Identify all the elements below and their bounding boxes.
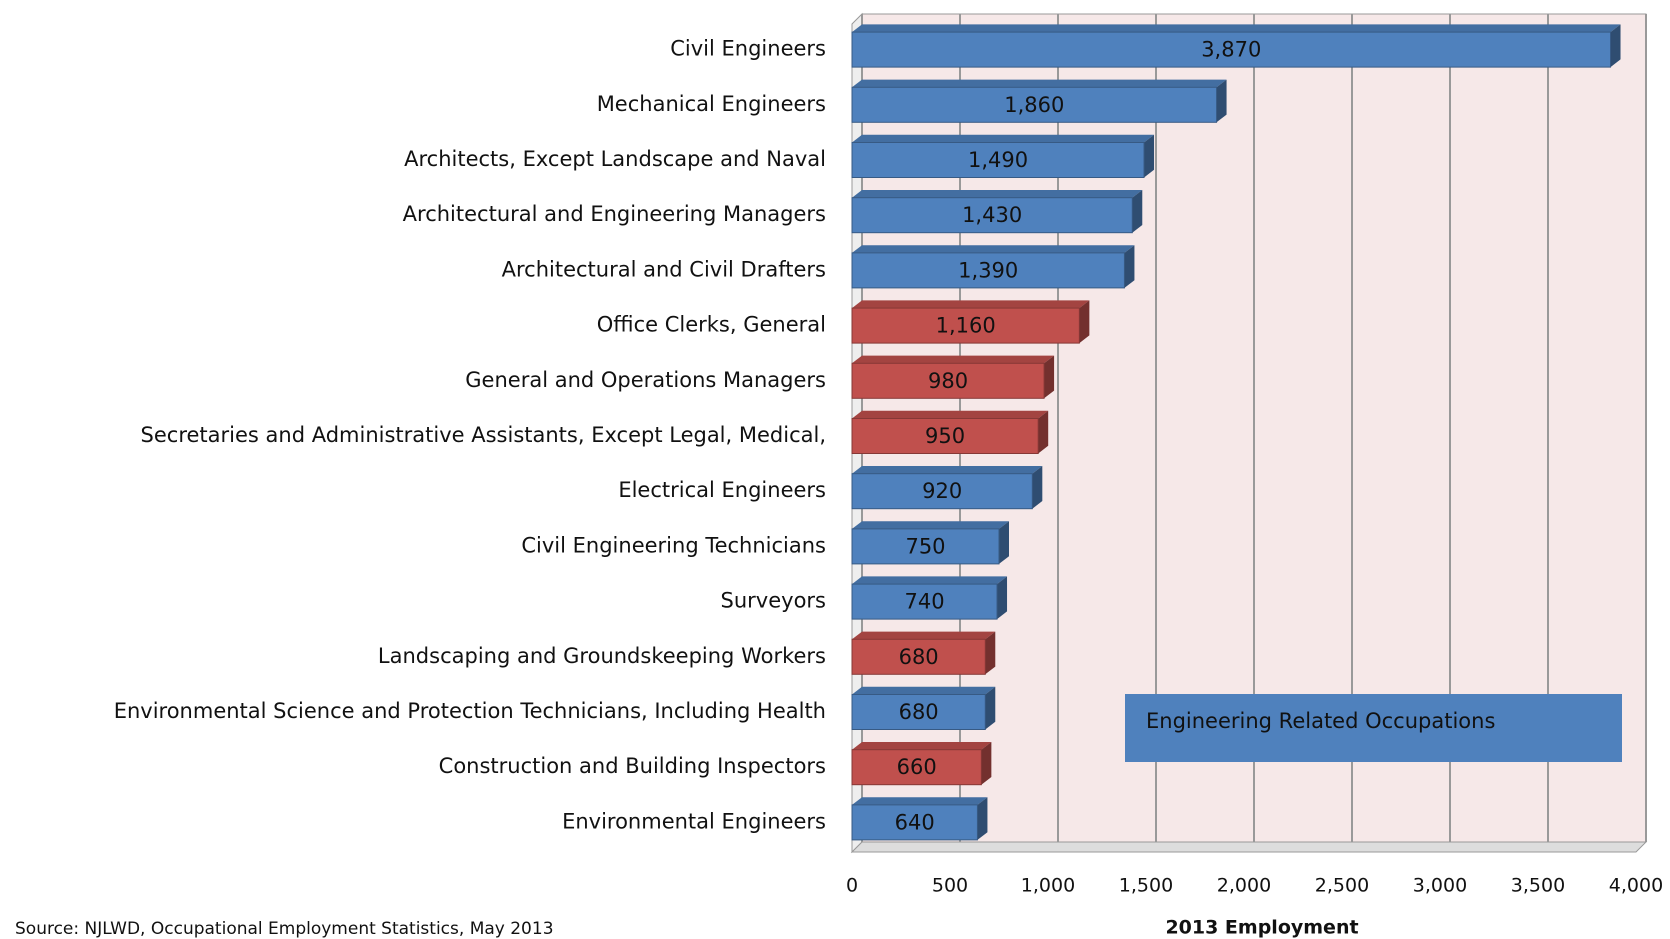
bar-top: [852, 24, 1621, 33]
value-label: 750: [905, 534, 945, 558]
value-label: 680: [899, 645, 939, 669]
category-label: Electrical Engineers: [618, 478, 826, 502]
bar-top: [852, 245, 1135, 253]
x-tick-label: 3,000: [1413, 875, 1467, 897]
bar: [851, 86, 1218, 123]
value-label: 950: [925, 424, 965, 448]
category-label: General and Operations Managers: [465, 368, 826, 392]
value-label: 920: [922, 479, 962, 503]
bar: [851, 197, 1133, 234]
x-tick-label: 1,000: [1021, 875, 1075, 897]
value-label: 1,860: [1004, 93, 1064, 117]
bar-top: [852, 79, 1227, 88]
bar-side: [1044, 355, 1055, 399]
bar-top: [852, 576, 1008, 585]
bar: [851, 528, 1000, 565]
category-label: Landscaping and Groundskeeping Workers: [378, 644, 826, 668]
category-label: Office Clerks, General: [597, 313, 826, 337]
bar: [851, 362, 1045, 399]
category-label: Surveyors: [721, 589, 826, 613]
bar-top: [852, 300, 1090, 309]
category-label: Civil Engineers: [670, 37, 826, 61]
legend-label: Engineering Related Occupations: [1146, 709, 1495, 733]
floor: [850, 841, 1648, 853]
category-label: Environmental Science and Protection Tec…: [114, 699, 826, 723]
bar-top: [852, 190, 1143, 198]
bar: [851, 142, 1145, 178]
value-label: 660: [897, 755, 937, 779]
bar-side: [1216, 79, 1227, 123]
bar-side: [999, 521, 1009, 564]
legend-swatch: [1125, 694, 1622, 762]
category-label: Secretaries and Administrative Assistant…: [141, 423, 826, 447]
bar-side: [1038, 410, 1049, 454]
bar-side: [1124, 245, 1135, 288]
bar: [851, 473, 1033, 510]
category-label: Environmental Engineers: [562, 809, 826, 833]
bar-top: [852, 134, 1155, 143]
bar-top: [852, 742, 992, 750]
bar: [851, 749, 982, 786]
bar: [851, 583, 998, 620]
bar-side: [997, 576, 1008, 620]
category-label: Architectural and Civil Drafters: [502, 257, 826, 281]
category-label: Civil Engineering Technicians: [521, 533, 826, 557]
bar-side: [977, 797, 988, 840]
bar-top: [852, 686, 996, 695]
x-tick-label: 1,500: [1119, 875, 1173, 897]
bar-side: [1610, 24, 1621, 68]
value-label: 740: [904, 590, 944, 614]
bar-top: [852, 521, 1009, 529]
value-label: 1,430: [962, 203, 1022, 227]
category-label: Mechanical Engineers: [597, 92, 826, 116]
category-label: Architects, Except Landscape and Naval: [404, 147, 826, 171]
x-tick-label: 0: [846, 875, 858, 897]
x-tick-label: 3,500: [1511, 875, 1565, 897]
bar-side: [1032, 466, 1043, 509]
bar: [851, 804, 978, 841]
bar-side: [1132, 190, 1143, 233]
x-tick-label: 500: [932, 875, 968, 897]
category-label: Construction and Building Inspectors: [439, 754, 826, 778]
bar: [851, 31, 1612, 68]
bar: [851, 418, 1039, 454]
bar-side: [985, 631, 996, 675]
bar-side: [1144, 134, 1155, 178]
value-label: 3,870: [1201, 38, 1261, 62]
bar: [851, 638, 986, 675]
value-label: 640: [895, 810, 935, 834]
bar: [851, 307, 1080, 344]
bar-top: [852, 410, 1049, 419]
bar-top: [852, 466, 1043, 474]
value-label: 1,160: [936, 314, 996, 338]
bar-top: [852, 355, 1055, 364]
x-axis-label: 2013 Employment: [1165, 917, 1358, 939]
bar-top: [852, 631, 996, 640]
bar: [851, 694, 986, 730]
source: Source: NJLWD, Occupational Employment S…: [15, 919, 554, 939]
x-tick-label: 2,500: [1315, 875, 1369, 897]
category-label: Architectural and Engineering Managers: [403, 202, 826, 226]
x-tick-label: 2,000: [1217, 875, 1271, 897]
bar: [851, 252, 1125, 289]
value-label: 1,490: [968, 148, 1028, 172]
bar-top: [852, 797, 988, 805]
value-label: 680: [899, 700, 939, 724]
x-tick-label: 4,000: [1609, 875, 1663, 897]
bar-side: [981, 742, 992, 785]
value-label: 980: [928, 369, 968, 393]
bar-side: [985, 686, 996, 730]
bar-side: [1079, 300, 1090, 344]
value-label: 1,390: [958, 258, 1018, 282]
